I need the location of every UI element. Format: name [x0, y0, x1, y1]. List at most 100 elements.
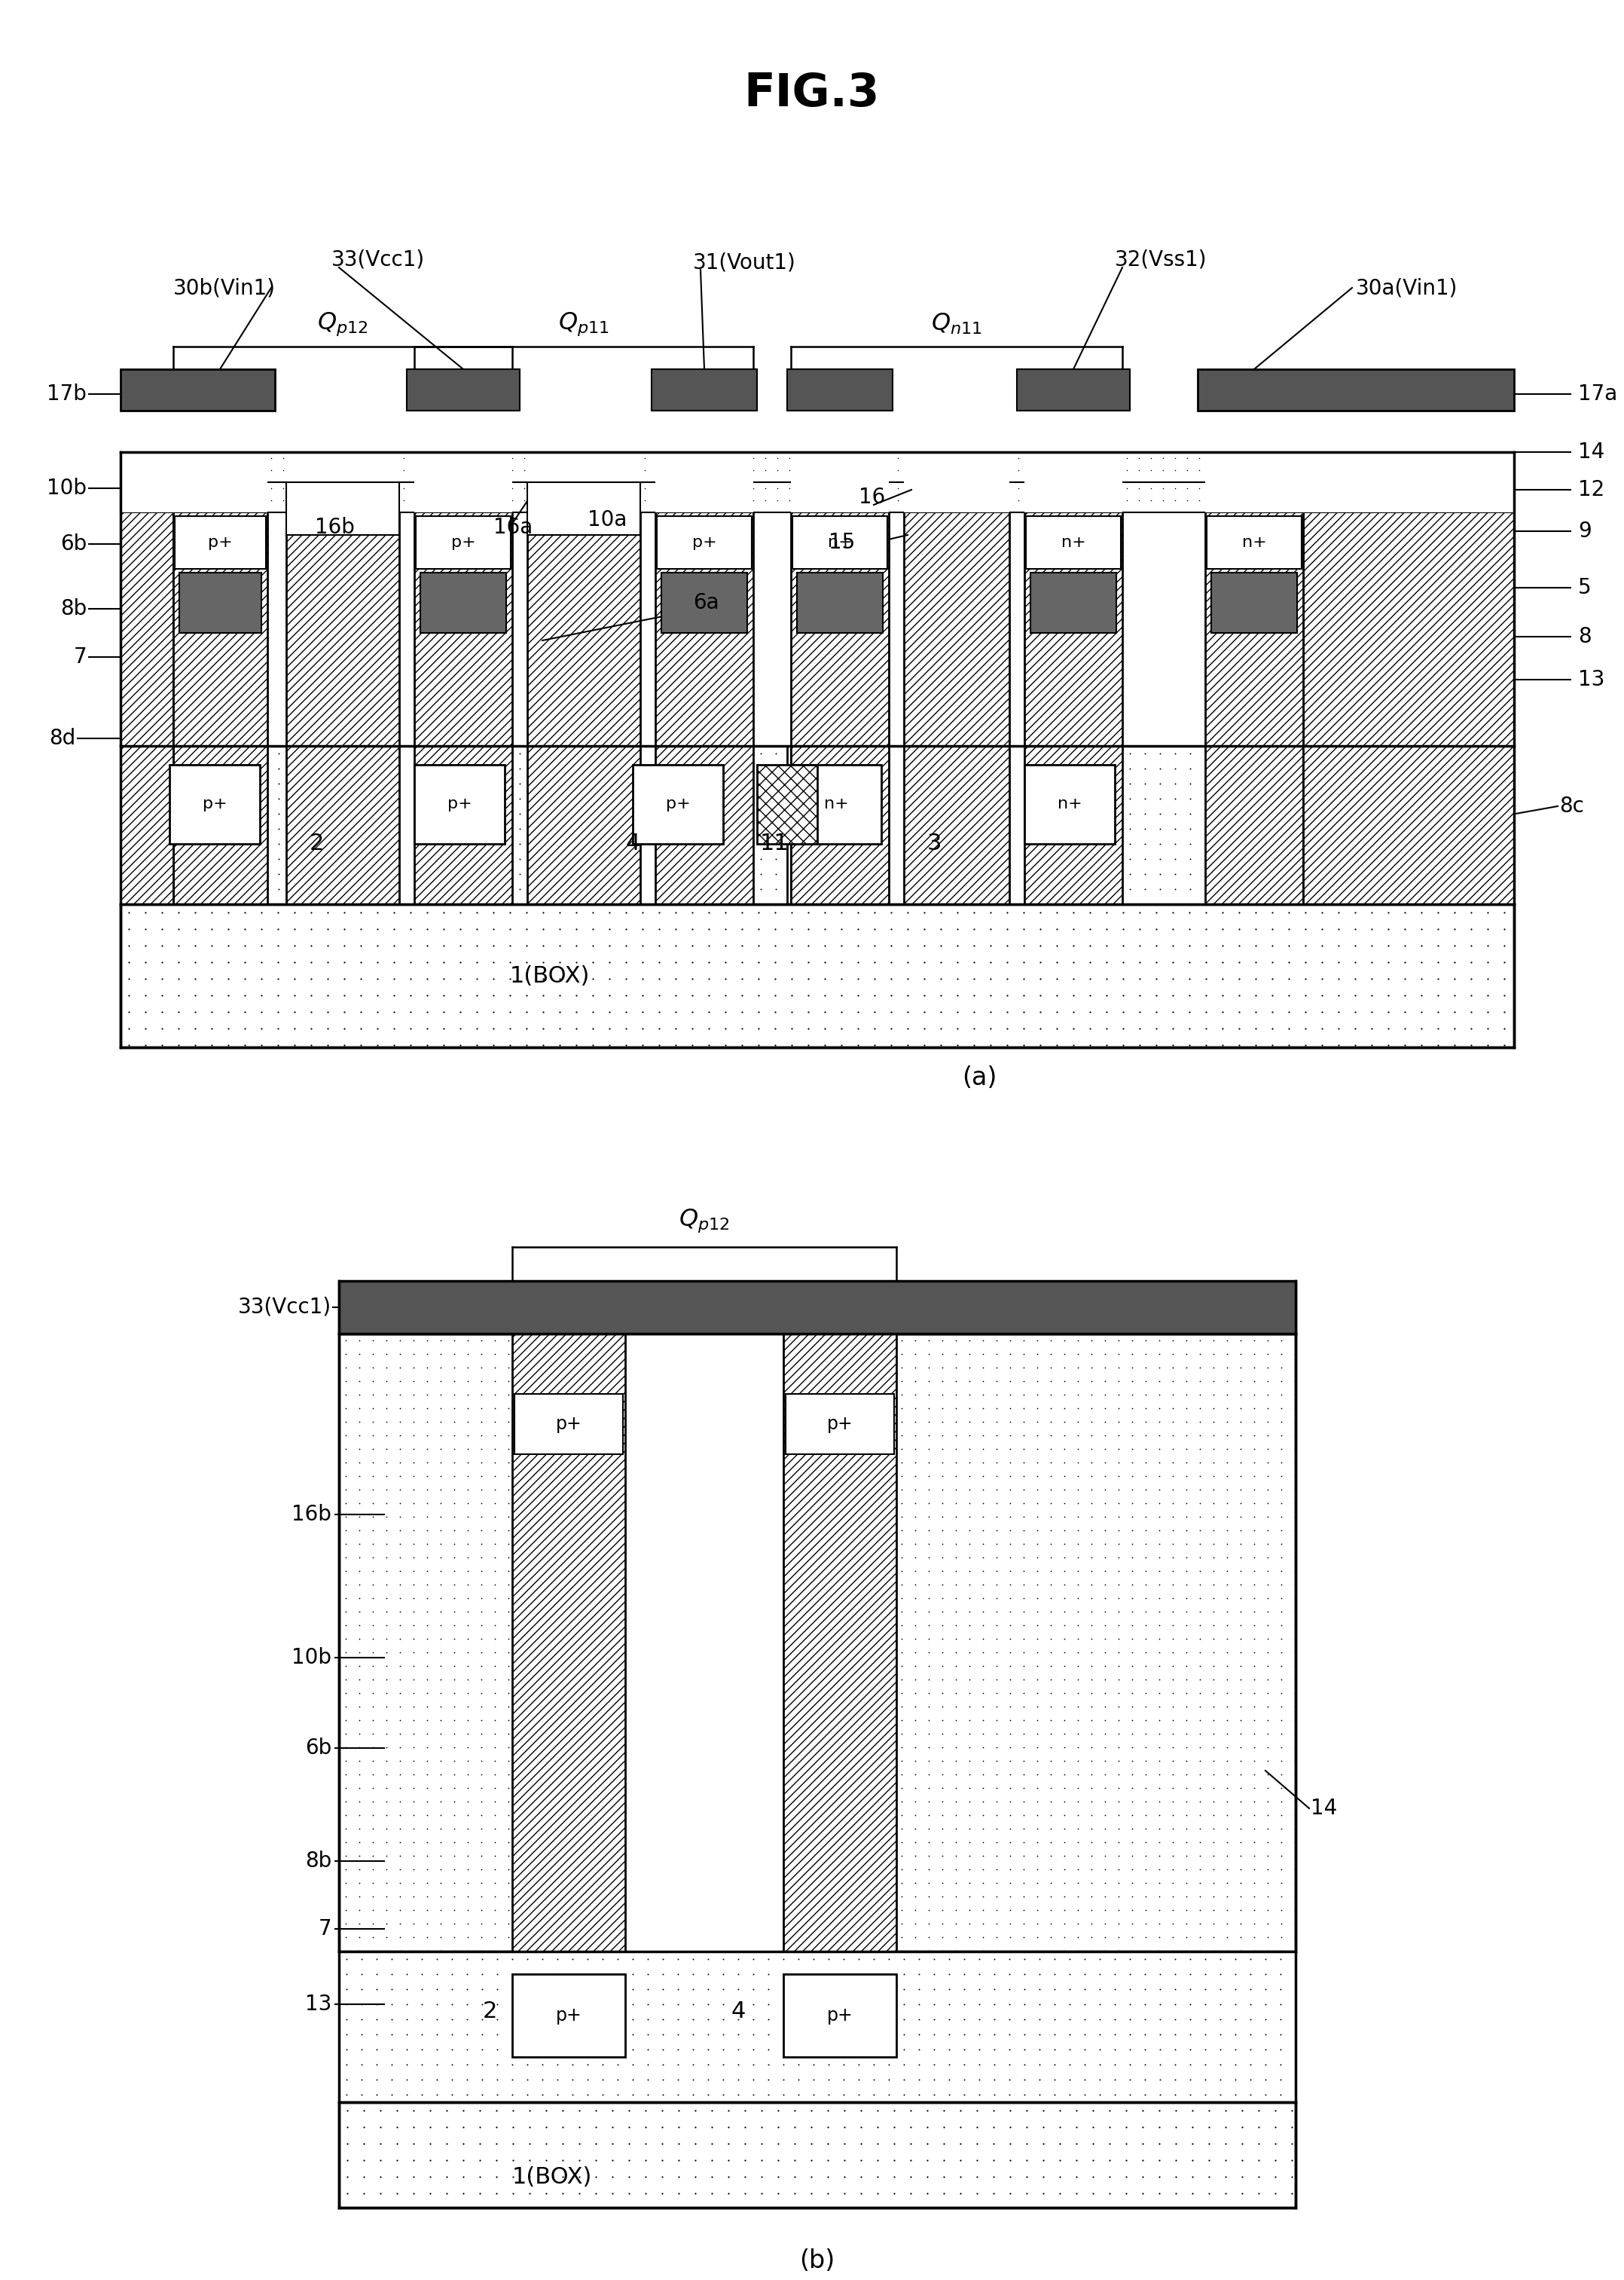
Bar	[339, 1952, 1296, 2102]
Bar	[528, 451, 640, 513]
Text: p+: p+	[666, 796, 690, 812]
Text: 9: 9	[1579, 520, 1592, 543]
Text: 33(Vcc1): 33(Vcc1)	[331, 249, 425, 271]
Text: 14: 14	[1579, 442, 1605, 463]
Bar	[783, 1334, 896, 1952]
Bar	[1017, 369, 1130, 410]
Text: p+: p+	[208, 536, 232, 549]
Text: n+: n+	[823, 796, 848, 812]
Bar	[120, 746, 174, 905]
Bar	[512, 1334, 625, 1952]
Bar	[633, 764, 723, 844]
Bar	[1031, 572, 1116, 634]
Text: 13: 13	[305, 1993, 331, 2016]
Text: 3: 3	[927, 832, 942, 855]
Bar	[1010, 451, 1025, 746]
Bar	[788, 369, 893, 410]
Bar	[406, 369, 520, 410]
Bar	[400, 451, 414, 746]
Bar	[339, 2102, 1296, 2207]
Text: 16: 16	[859, 486, 885, 508]
Bar	[414, 451, 512, 513]
Bar	[656, 451, 754, 905]
Bar	[120, 369, 274, 410]
Text: p+: p+	[555, 1416, 581, 1434]
Text: 6a: 6a	[693, 593, 719, 613]
Bar	[120, 451, 174, 746]
Text: 8b: 8b	[60, 597, 86, 620]
Bar	[1205, 451, 1302, 513]
Text: 15: 15	[828, 531, 856, 554]
Text: 30b(Vin1): 30b(Vin1)	[174, 278, 276, 299]
Bar	[791, 451, 888, 905]
Text: (a): (a)	[961, 1065, 997, 1090]
Bar	[905, 451, 1010, 905]
Text: (b): (b)	[799, 2248, 835, 2273]
Text: 16a: 16a	[494, 518, 533, 538]
Text: 5: 5	[1579, 577, 1592, 597]
Text: n+: n+	[828, 536, 853, 549]
Bar	[1302, 451, 1514, 513]
Text: 4: 4	[625, 832, 640, 855]
Text: 10b: 10b	[47, 479, 86, 499]
Text: 30a(Vin1): 30a(Vin1)	[1356, 278, 1458, 299]
Text: 8c: 8c	[1559, 796, 1583, 816]
Bar	[651, 369, 757, 410]
Text: 1(BOX): 1(BOX)	[510, 964, 590, 987]
Bar	[169, 764, 260, 844]
Bar	[120, 746, 788, 905]
Bar	[640, 451, 656, 746]
Bar	[421, 572, 507, 634]
Bar	[791, 746, 1514, 905]
Bar	[120, 451, 174, 905]
Text: p+: p+	[827, 2006, 853, 2025]
Bar	[786, 1393, 895, 1455]
Bar	[625, 1334, 783, 1952]
Text: 8: 8	[1579, 627, 1592, 648]
Bar	[512, 1974, 625, 2057]
Bar	[793, 515, 887, 570]
Text: $Q_{p12}$: $Q_{p12}$	[679, 1206, 729, 1233]
Text: 1(BOX): 1(BOX)	[512, 2166, 593, 2189]
Bar	[1025, 764, 1114, 844]
Bar	[783, 1974, 896, 2057]
Text: p+: p+	[203, 796, 227, 812]
Bar	[120, 483, 1514, 513]
Bar	[286, 483, 400, 536]
Bar	[339, 1334, 1296, 1952]
Text: 6b: 6b	[305, 1737, 331, 1758]
Text: 6b: 6b	[60, 534, 86, 554]
Text: p+: p+	[827, 1416, 853, 1434]
Bar	[414, 451, 512, 905]
Text: FIG.3: FIG.3	[744, 73, 880, 116]
Bar	[268, 451, 286, 746]
Text: 11: 11	[760, 832, 789, 855]
Bar	[797, 572, 883, 634]
Text: p+: p+	[447, 796, 473, 812]
Text: 32(Vss1): 32(Vss1)	[1114, 249, 1207, 271]
Bar	[1197, 369, 1514, 410]
Text: 14: 14	[1311, 1797, 1337, 1819]
Text: 8b: 8b	[305, 1851, 331, 1872]
Bar	[1207, 515, 1301, 570]
Bar	[1205, 451, 1302, 905]
Text: 10a: 10a	[588, 508, 627, 531]
Bar	[174, 451, 268, 513]
Bar	[661, 572, 747, 634]
Bar	[757, 764, 817, 844]
Text: 12: 12	[1579, 479, 1605, 499]
Text: 4: 4	[731, 2002, 745, 2022]
Text: 2: 2	[482, 2002, 497, 2022]
Text: n+: n+	[1060, 536, 1086, 549]
Bar	[416, 515, 510, 570]
Text: p+: p+	[692, 536, 716, 549]
Text: 16b: 16b	[315, 518, 354, 538]
Bar	[1302, 746, 1514, 905]
Text: p+: p+	[451, 536, 476, 549]
Text: 16b: 16b	[292, 1505, 331, 1525]
Text: 7: 7	[318, 1917, 331, 1940]
Text: 33(Vcc1): 33(Vcc1)	[239, 1297, 331, 1318]
Bar	[174, 451, 268, 905]
Text: n+: n+	[1242, 536, 1267, 549]
Bar	[528, 483, 640, 536]
